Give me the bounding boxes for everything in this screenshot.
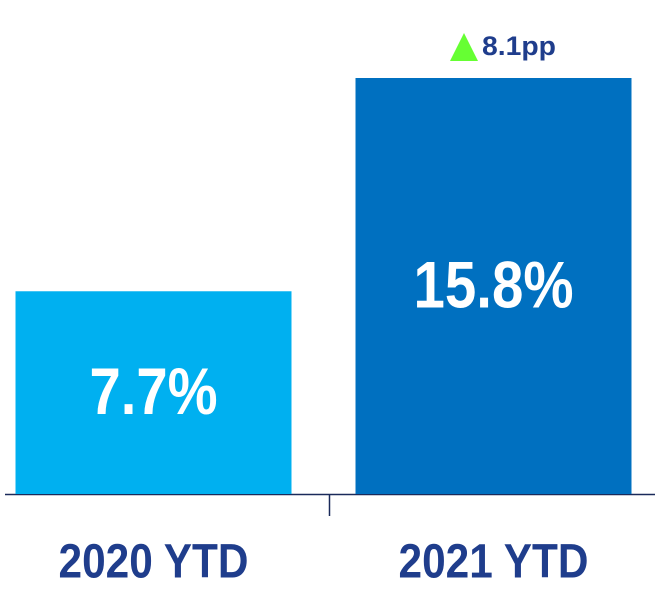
value-label: 15.8%: [414, 247, 574, 321]
bar: [355, 78, 632, 494]
bar: [15, 291, 292, 494]
value-label: 7.7%: [90, 354, 218, 428]
annotation: 8.1pp: [482, 31, 556, 61]
up-arrow: [450, 33, 478, 61]
x-tick-label: 2021 YTD: [399, 536, 589, 589]
x-tick-label: 2020 YTD: [59, 536, 249, 589]
